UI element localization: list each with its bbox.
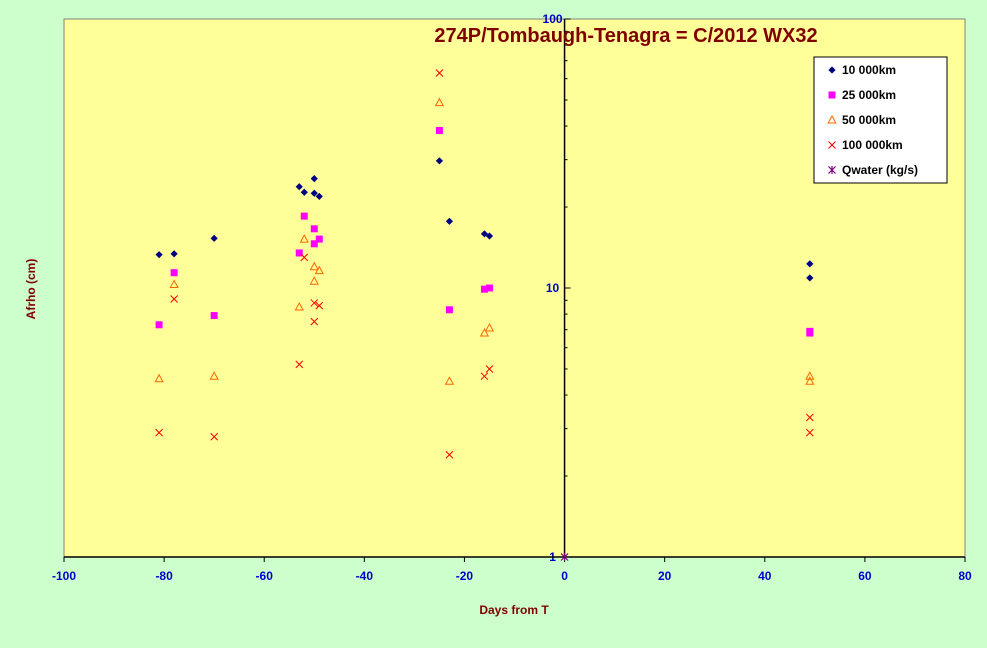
data-point <box>310 299 319 307</box>
y-tick-label: 10 <box>546 281 560 295</box>
legend-label: 10 000km <box>842 63 896 77</box>
data-point <box>300 212 308 220</box>
data-point <box>300 253 309 262</box>
data-point <box>315 192 323 201</box>
legend-marker <box>828 91 836 99</box>
x-axis: -100 -80 -60 -40 -20 0 20 40 60 80 <box>52 556 972 583</box>
legend-marker <box>828 66 836 74</box>
data-point <box>209 371 219 380</box>
legend-item: 25 000km <box>828 88 896 102</box>
x-tick-label: -40 <box>356 569 374 583</box>
data-point <box>155 428 163 437</box>
data-point <box>170 269 178 277</box>
x-tick-label: -100 <box>52 569 76 583</box>
legend-item: 10 000km <box>828 63 896 77</box>
data-point <box>310 317 319 326</box>
data-point <box>314 265 324 275</box>
data-point <box>435 157 444 165</box>
data-point <box>484 322 495 332</box>
data-points <box>154 69 815 561</box>
y-axis-label: Afrho (cm) <box>24 259 38 320</box>
data-point <box>485 232 494 240</box>
data-point <box>210 312 218 320</box>
series-2 <box>154 97 815 385</box>
data-point <box>480 230 489 238</box>
data-point <box>155 321 163 329</box>
data-point <box>805 376 815 385</box>
x-tick-label: 40 <box>758 569 772 583</box>
data-point <box>294 301 304 311</box>
data-point <box>805 428 814 437</box>
x-tick-label: -80 <box>155 569 173 583</box>
data-point <box>154 373 164 383</box>
data-point <box>485 284 493 292</box>
data-point <box>310 175 318 183</box>
legend-item: Qwater (kg/s) <box>828 163 918 177</box>
data-point <box>299 234 309 243</box>
legend-marker <box>827 114 837 124</box>
series-1 <box>155 127 814 337</box>
x-tick-label: 20 <box>658 569 672 583</box>
data-point <box>295 249 303 257</box>
data-point <box>480 285 488 293</box>
data-point <box>435 69 444 77</box>
data-point <box>300 188 308 196</box>
x-tick-label: 0 <box>561 569 568 583</box>
legend-marker <box>828 141 836 149</box>
data-point <box>210 432 219 441</box>
data-point <box>310 225 318 233</box>
data-point <box>435 127 443 135</box>
series-0 <box>155 157 814 282</box>
legend-label: Qwater (kg/s) <box>842 163 918 177</box>
data-point <box>485 365 494 373</box>
data-point <box>480 372 489 381</box>
data-point <box>315 301 324 310</box>
data-point <box>170 295 178 303</box>
x-tick-label: 80 <box>958 569 972 583</box>
data-point <box>560 553 569 561</box>
data-point <box>315 235 323 243</box>
data-point <box>445 450 454 459</box>
data-point <box>155 251 163 259</box>
data-point <box>445 217 454 225</box>
legend-label: 100 000km <box>842 138 903 152</box>
legend-box <box>813 56 948 184</box>
x-axis-label: Days from T <box>479 603 549 617</box>
y-tick-label: 100 <box>543 12 563 26</box>
legend-item: 50 000km <box>827 113 896 127</box>
data-point <box>805 371 815 380</box>
data-point <box>434 97 445 107</box>
x-tick-label: 60 <box>858 569 872 583</box>
data-point <box>806 260 814 268</box>
data-point <box>210 234 218 242</box>
data-point <box>309 261 319 271</box>
data-point <box>310 189 318 197</box>
legend-marker <box>828 166 836 174</box>
data-point <box>445 306 453 314</box>
data-point <box>295 183 303 191</box>
data-point <box>805 413 814 422</box>
series-3 <box>155 69 814 459</box>
data-point <box>309 276 319 285</box>
data-point <box>806 274 814 282</box>
data-point <box>806 329 814 337</box>
series-4 <box>560 553 569 561</box>
data-point <box>295 360 304 369</box>
legend-label: 50 000km <box>842 113 896 127</box>
x-tick-label: -20 <box>456 569 474 583</box>
data-point <box>479 328 490 337</box>
legend-item: 100 000km <box>828 138 903 152</box>
legend: 10 000km 25 000km 50 000km 100 000km Qwater … <box>813 56 948 184</box>
legend-label: 25 000km <box>842 88 896 102</box>
data-point <box>170 250 178 258</box>
x-tick-label: -60 <box>256 569 274 583</box>
chart-title: 274P/Tombaugh-Tenagra = C/2012 WX32 <box>434 25 817 47</box>
data-point <box>310 240 318 248</box>
data-point <box>444 376 455 385</box>
data-point <box>169 279 179 289</box>
